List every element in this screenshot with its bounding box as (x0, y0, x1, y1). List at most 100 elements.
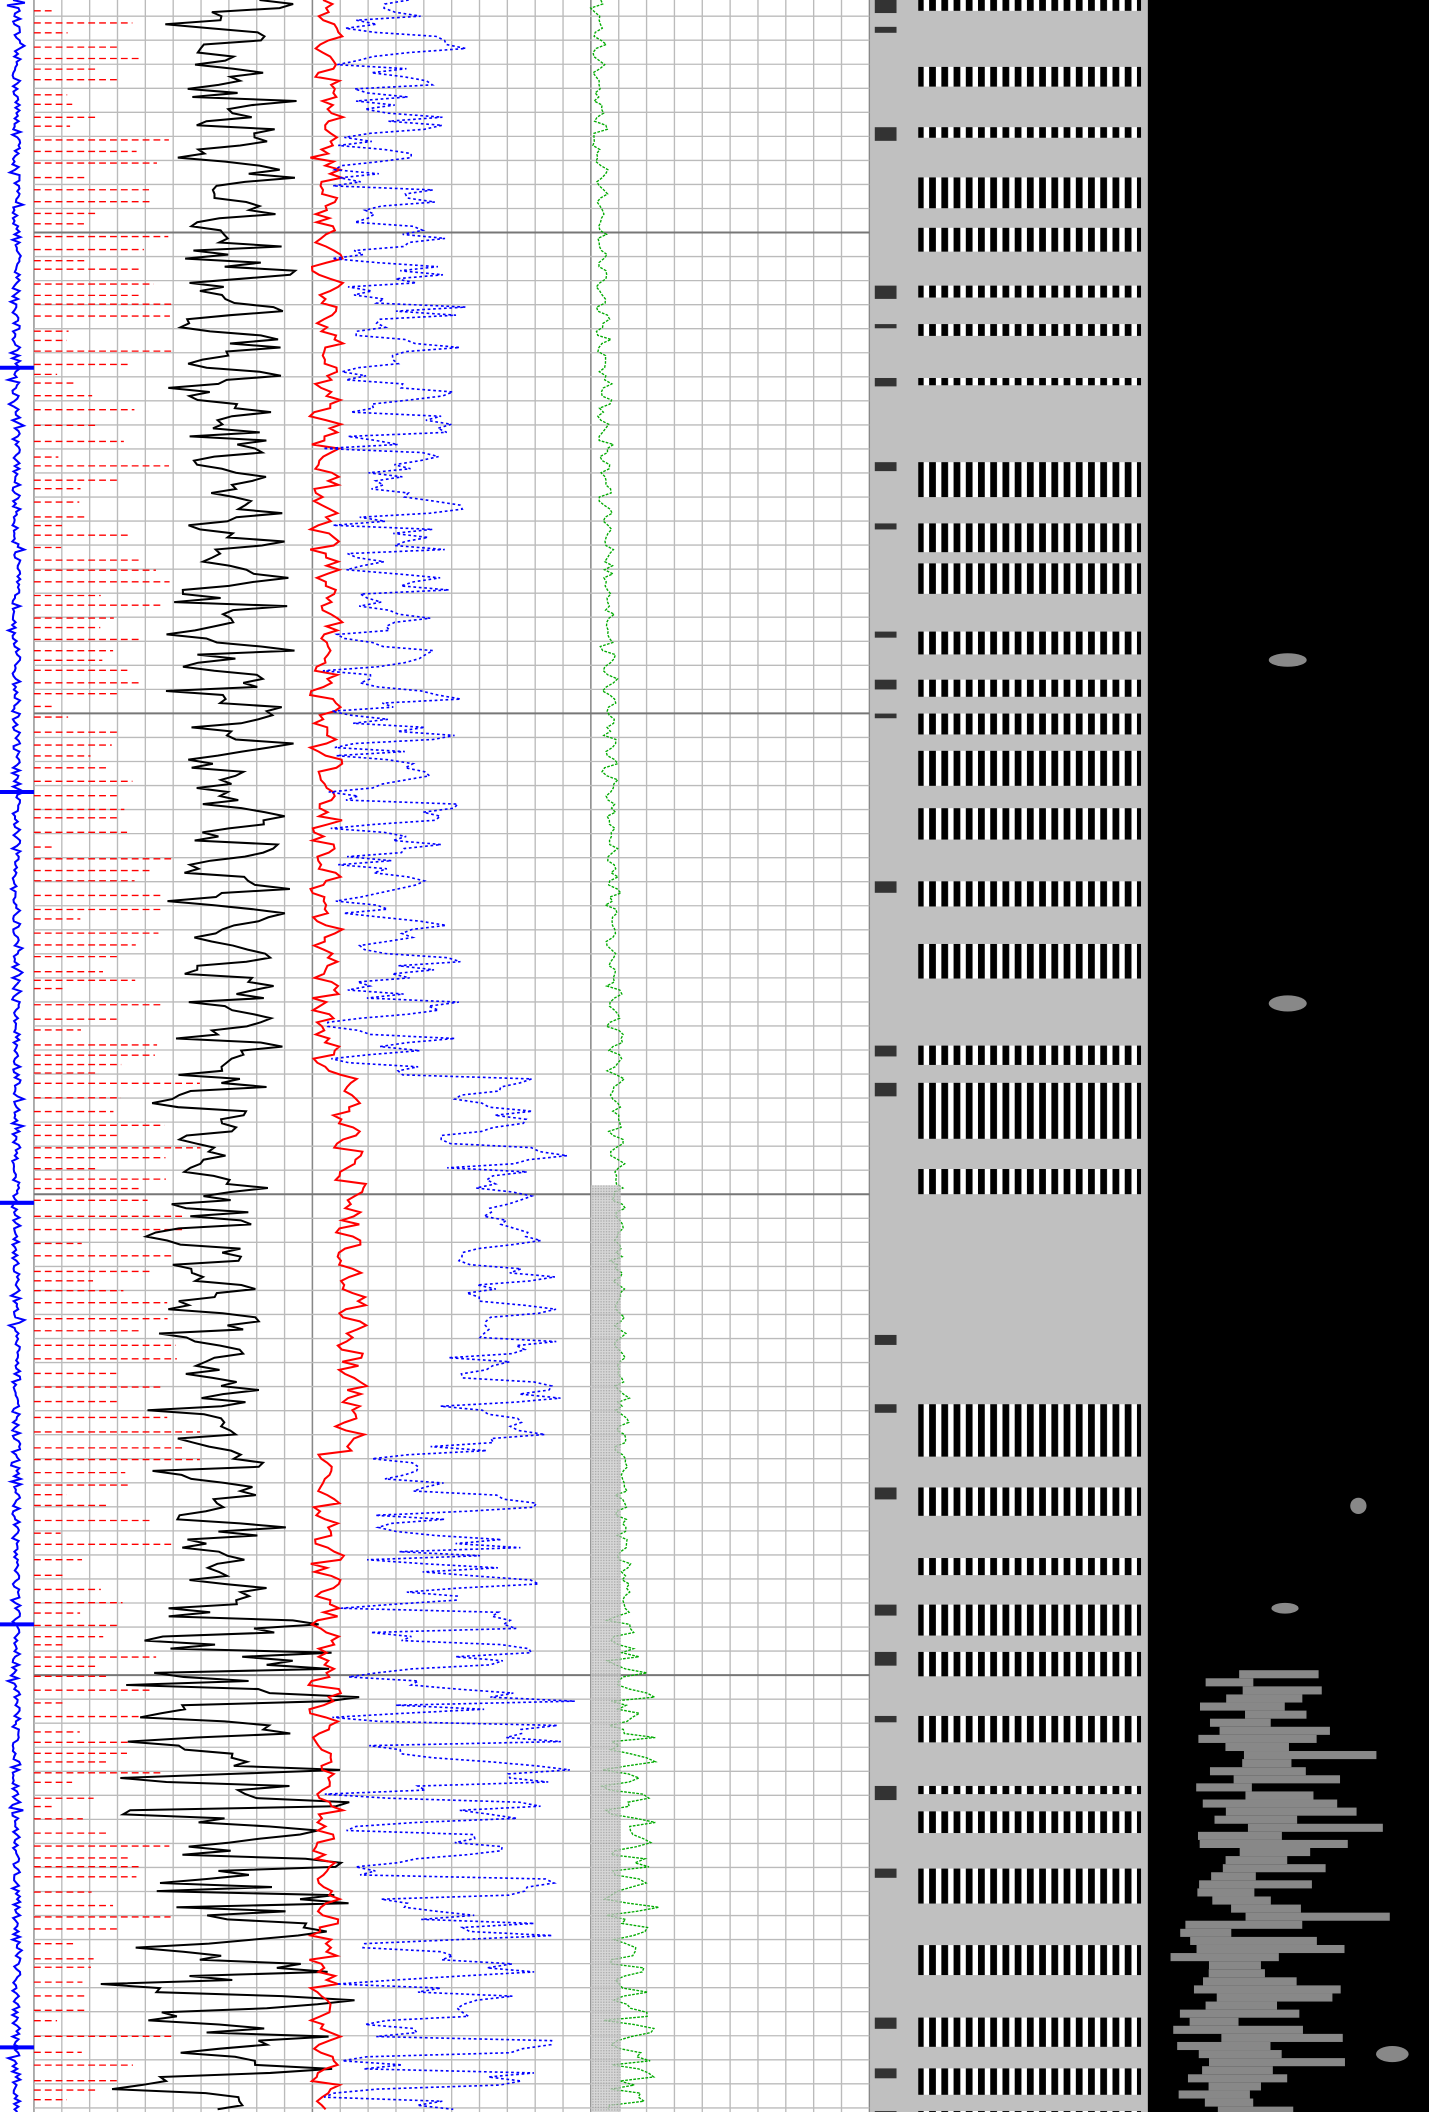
image-band (918, 127, 1142, 138)
blob (1212, 1896, 1271, 1905)
image-mark (874, 1785, 897, 1801)
image-mark (874, 0, 897, 14)
blob (1208, 2082, 1261, 2091)
image-mark (874, 1487, 897, 1500)
blob (1242, 1686, 1322, 1695)
blob (1185, 1920, 1303, 1929)
blob (1239, 1670, 1319, 1679)
image-band (918, 1604, 1142, 1636)
image-band (918, 2017, 1142, 2047)
blob (1247, 1823, 1383, 1832)
gamma-curve (4, 0, 28, 2112)
blob (1209, 1767, 1306, 1776)
blob (1180, 1928, 1232, 1937)
blob (1208, 2058, 1345, 2067)
green-curve (589, 0, 660, 2110)
image-mark (874, 631, 897, 638)
blob (1196, 1944, 1345, 1954)
blob (1271, 1602, 1299, 1614)
image-band (918, 1404, 1142, 1457)
image-band (918, 679, 1142, 697)
image-band (918, 1715, 1142, 1743)
blob (1198, 1734, 1317, 1743)
image-band (918, 1811, 1142, 1834)
blob (1208, 1969, 1265, 1978)
blob (1202, 2066, 1273, 2075)
image-band (918, 462, 1142, 498)
image-mark (874, 462, 897, 472)
image-band (918, 66, 1142, 87)
blob (1219, 1726, 1330, 1735)
image-mark (874, 1404, 897, 1413)
blob (1225, 1807, 1357, 1816)
blob (1268, 653, 1307, 667)
image-mark (874, 127, 897, 141)
blob (1226, 1694, 1303, 1703)
image-band (918, 177, 1142, 209)
image-band (918, 631, 1142, 655)
blob (1222, 1864, 1326, 1873)
blob (1245, 1710, 1307, 1719)
blob (1179, 2009, 1300, 2018)
image-mark (874, 523, 897, 530)
blob (1217, 2106, 1294, 2112)
image-band (918, 285, 1142, 298)
blob (1209, 1718, 1271, 1727)
curves (0, 0, 660, 2112)
image-mark (874, 2068, 897, 2079)
image-band (918, 227, 1142, 252)
blob (1245, 1912, 1390, 1921)
image-band (918, 750, 1142, 786)
blob (1205, 2001, 1278, 2010)
blob (1170, 1953, 1279, 1962)
blob (1245, 1791, 1314, 1800)
image-mark (874, 1715, 897, 1723)
blob (1225, 1742, 1289, 1752)
image-mark (874, 2017, 897, 2029)
blob (1214, 1815, 1298, 1824)
image-mark (874, 713, 897, 719)
image-mark (874, 1082, 897, 1097)
blob (1376, 2046, 1409, 2063)
image-band (918, 943, 1142, 979)
image-band (918, 563, 1142, 594)
image-bands (874, 0, 1409, 2112)
image-mark (874, 679, 897, 690)
blob (1233, 1775, 1341, 1784)
blob (1193, 1985, 1341, 1994)
blob (1189, 2017, 1239, 2026)
image-band (918, 2068, 1142, 2095)
image-band (918, 1487, 1142, 1516)
blob (1177, 2041, 1271, 2051)
blob (1190, 1936, 1317, 1945)
image-mark (874, 1334, 897, 1345)
image-band (918, 808, 1142, 840)
image-band (918, 1169, 1142, 1195)
image-mark (874, 1045, 897, 1057)
blob (1205, 1678, 1254, 1687)
blob (1202, 1799, 1338, 1808)
image-band (918, 0, 1142, 11)
blob (1211, 1872, 1256, 1881)
image-mark (874, 285, 897, 299)
blob (1268, 995, 1307, 1012)
blob (1216, 1993, 1333, 2002)
blob (1173, 2025, 1303, 2034)
red-curve (306, 0, 370, 2110)
blob (1187, 2074, 1288, 2083)
image-band (918, 523, 1142, 553)
image-band (918, 1651, 1142, 1677)
image-mark (874, 1651, 897, 1666)
blob (1199, 1839, 1348, 1848)
image-band (918, 1945, 1142, 1976)
image-band (918, 324, 1142, 336)
image-band (918, 881, 1142, 907)
grid (33, 0, 871, 2112)
blob (1242, 1759, 1292, 1768)
image-mark (874, 1604, 897, 1616)
blue-dotted-curve (322, 0, 575, 2111)
blob (1203, 1977, 1297, 1986)
image-band (918, 1082, 1142, 1139)
